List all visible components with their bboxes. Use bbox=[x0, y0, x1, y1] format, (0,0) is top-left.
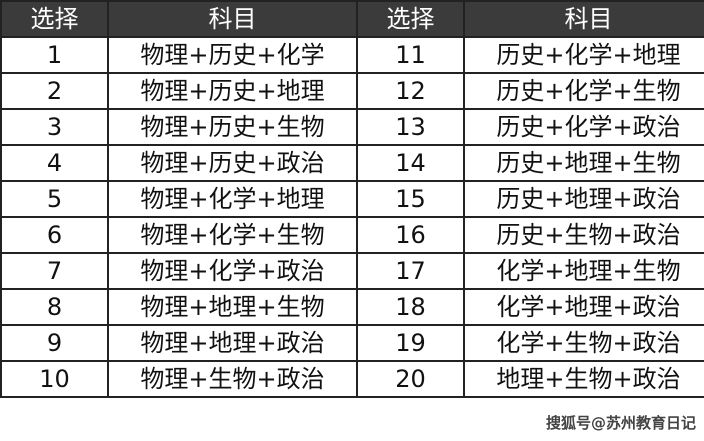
choice-number-cell: 2 bbox=[0, 72, 109, 110]
header-choice: 选择 bbox=[0, 0, 109, 38]
choice-number-cell: 15 bbox=[356, 180, 465, 218]
subjects-cell: 历史+地理+政治 bbox=[463, 180, 704, 218]
choice-number-cell: 14 bbox=[356, 144, 465, 182]
subjects-cell: 历史+地理+生物 bbox=[463, 144, 704, 182]
table-row: 8 物理+地理+生物 18 化学+地理+政治 bbox=[0, 288, 704, 326]
table-row: 6 物理+化学+生物 16 历史+生物+政治 bbox=[0, 216, 704, 254]
subjects-cell: 物理+地理+生物 bbox=[107, 288, 358, 326]
subjects-cell: 物理+历史+化学 bbox=[107, 36, 358, 74]
subjects-cell: 历史+生物+政治 bbox=[463, 216, 704, 254]
watermark: 搜狐号@苏州教育日记 bbox=[545, 414, 696, 432]
subjects-cell: 地理+生物+政治 bbox=[463, 360, 704, 398]
choice-number-cell: 10 bbox=[0, 360, 109, 398]
header-choice: 选择 bbox=[356, 0, 465, 38]
subjects-cell: 物理+历史+地理 bbox=[107, 72, 358, 110]
subjects-cell: 历史+化学+生物 bbox=[463, 72, 704, 110]
subjects-cell: 物理+化学+地理 bbox=[107, 180, 358, 218]
choice-number-cell: 3 bbox=[0, 108, 109, 146]
header-subjects: 科目 bbox=[107, 0, 358, 38]
table-row: 9 物理+地理+政治 19 化学+生物+政治 bbox=[0, 324, 704, 362]
choice-number-cell: 20 bbox=[356, 360, 465, 398]
header-subjects: 科目 bbox=[463, 0, 704, 38]
table-row: 3 物理+历史+生物 13 历史+化学+政治 bbox=[0, 108, 704, 146]
choice-number-cell: 7 bbox=[0, 252, 109, 290]
subjects-cell: 物理+生物+政治 bbox=[107, 360, 358, 398]
table-row: 10 物理+生物+政治 20 地理+生物+政治 bbox=[0, 360, 704, 398]
choice-number-cell: 19 bbox=[356, 324, 465, 362]
choice-number-cell: 8 bbox=[0, 288, 109, 326]
choice-number-cell: 6 bbox=[0, 216, 109, 254]
choice-number-cell: 9 bbox=[0, 324, 109, 362]
table-row: 5 物理+化学+地理 15 历史+地理+政治 bbox=[0, 180, 704, 218]
subjects-cell: 物理+化学+生物 bbox=[107, 216, 358, 254]
choice-number-cell: 5 bbox=[0, 180, 109, 218]
choice-number-cell: 4 bbox=[0, 144, 109, 182]
choice-number-cell: 11 bbox=[356, 36, 465, 74]
table-row: 7 物理+化学+政治 17 化学+地理+生物 bbox=[0, 252, 704, 290]
table-row: 4 物理+历史+政治 14 历史+地理+生物 bbox=[0, 144, 704, 182]
subjects-cell: 历史+化学+地理 bbox=[463, 36, 704, 74]
subject-combination-table: 选择 科目 选择 科目 1 物理+历史+化学 11 历史+化学+地理 2 物理+历史+地理… bbox=[0, 0, 704, 398]
subjects-cell: 物理+历史+政治 bbox=[107, 144, 358, 182]
choice-number-cell: 16 bbox=[356, 216, 465, 254]
choice-number-cell: 17 bbox=[356, 252, 465, 290]
subjects-cell: 物理+化学+政治 bbox=[107, 252, 358, 290]
table-row: 1 物理+历史+化学 11 历史+化学+地理 bbox=[0, 36, 704, 74]
choice-number-cell: 18 bbox=[356, 288, 465, 326]
subjects-cell: 化学+生物+政治 bbox=[463, 324, 704, 362]
subjects-cell: 化学+地理+生物 bbox=[463, 252, 704, 290]
header-row: 选择 科目 选择 科目 bbox=[0, 0, 704, 38]
subjects-cell: 物理+地理+政治 bbox=[107, 324, 358, 362]
choice-number-cell: 12 bbox=[356, 72, 465, 110]
choice-number-cell: 1 bbox=[0, 36, 109, 74]
table-row: 2 物理+历史+地理 12 历史+化学+生物 bbox=[0, 72, 704, 110]
subjects-cell: 物理+历史+生物 bbox=[107, 108, 358, 146]
subjects-cell: 历史+化学+政治 bbox=[463, 108, 704, 146]
choice-number-cell: 13 bbox=[356, 108, 465, 146]
subjects-cell: 化学+地理+政治 bbox=[463, 288, 704, 326]
